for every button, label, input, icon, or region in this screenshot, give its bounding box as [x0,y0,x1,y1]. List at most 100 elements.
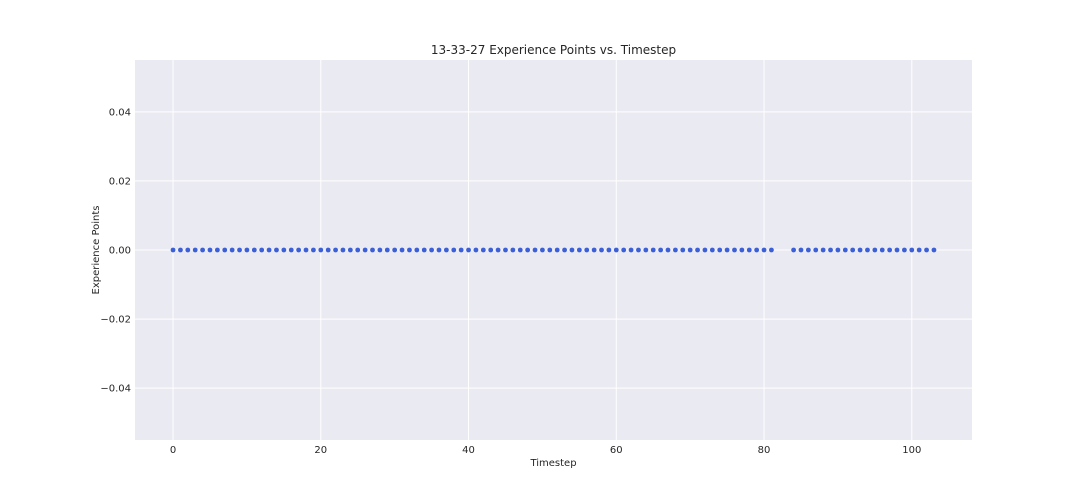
data-point [606,247,612,253]
data-point [244,247,250,253]
data-point [820,247,826,253]
data-point [251,247,257,253]
x-tick-label: 20 [314,445,327,456]
x-tick-label: 0 [170,445,176,456]
data-point [185,247,191,253]
data-point [909,247,915,253]
data-point [384,247,390,253]
x-axis-label: Timestep [529,458,576,469]
x-tick-labels: 0 20 40 60 80 100 [170,445,921,456]
data-point [237,247,242,253]
y-tick-label: −0.04 [100,384,131,395]
data-point [517,247,523,253]
data-point [599,247,604,253]
data-point [458,247,464,253]
data-point [805,247,811,253]
data-point [303,247,309,253]
data-point [687,247,693,253]
data-point [370,247,375,253]
data-point [377,247,383,253]
data-point [754,247,760,253]
chart-title: 13-33-27 Experience Points vs. Timestep [431,43,676,57]
data-point [879,247,885,253]
data-point [229,247,235,253]
data-point [200,247,205,253]
data-point [724,247,730,253]
data-point [473,247,479,253]
data-point [902,247,907,253]
data-point [613,247,619,253]
data-point [554,247,560,253]
data-point [569,247,575,253]
data-point [621,247,627,253]
data-point [178,247,183,253]
data-point [414,247,420,253]
data-point [355,247,361,253]
data-point [214,247,220,253]
data-point [488,247,494,253]
data-point [436,247,442,253]
data-point [835,247,841,253]
data-point [503,247,508,253]
data-point [333,247,338,253]
y-tick-label: −0.02 [100,315,131,326]
data-point [547,247,553,253]
data-point [311,247,316,253]
data-point [702,247,708,253]
data-point [495,247,501,253]
x-tick-label: 60 [610,445,623,456]
y-axis-label: Experience Points [91,206,102,295]
y-tick-label: 0.02 [109,176,131,187]
data-point [480,247,486,253]
data-point [916,247,922,253]
data-point [510,247,516,253]
data-point [318,247,324,253]
data-point [443,247,449,253]
data-point [222,247,228,253]
data-point [540,247,545,253]
data-point [399,247,405,253]
data-point [769,247,774,253]
data-point [842,247,848,253]
data-point [865,247,870,253]
data-point [813,247,819,253]
data-point [636,247,641,253]
data-point [325,247,331,253]
data-point [924,247,929,253]
data-point [170,247,176,253]
data-point [429,247,435,253]
data-point [717,247,723,253]
y-tick-label: 0.00 [109,246,131,257]
data-point [207,247,213,253]
data-point [451,247,457,253]
data-point [296,247,302,253]
data-point [466,247,471,253]
y-tick-label: 0.04 [109,107,131,118]
data-point [532,247,538,253]
data-point [798,247,804,253]
data-point [872,247,878,253]
data-point [650,247,656,253]
data-point [340,247,346,253]
data-point [266,247,272,253]
data-points [170,247,937,253]
data-point [850,247,856,253]
data-point [857,247,863,253]
data-point [421,247,427,253]
data-point [584,247,590,253]
data-point [732,247,737,253]
data-point [576,247,582,253]
data-point [672,247,678,253]
data-point [362,247,368,253]
data-point [274,247,279,253]
data-point [695,247,700,253]
data-point [347,247,353,253]
data-point [259,247,265,253]
data-point [628,247,634,253]
x-tick-label: 40 [462,445,475,456]
data-point [761,247,767,253]
data-point [281,247,287,253]
data-point [680,247,686,253]
data-point [192,247,198,253]
